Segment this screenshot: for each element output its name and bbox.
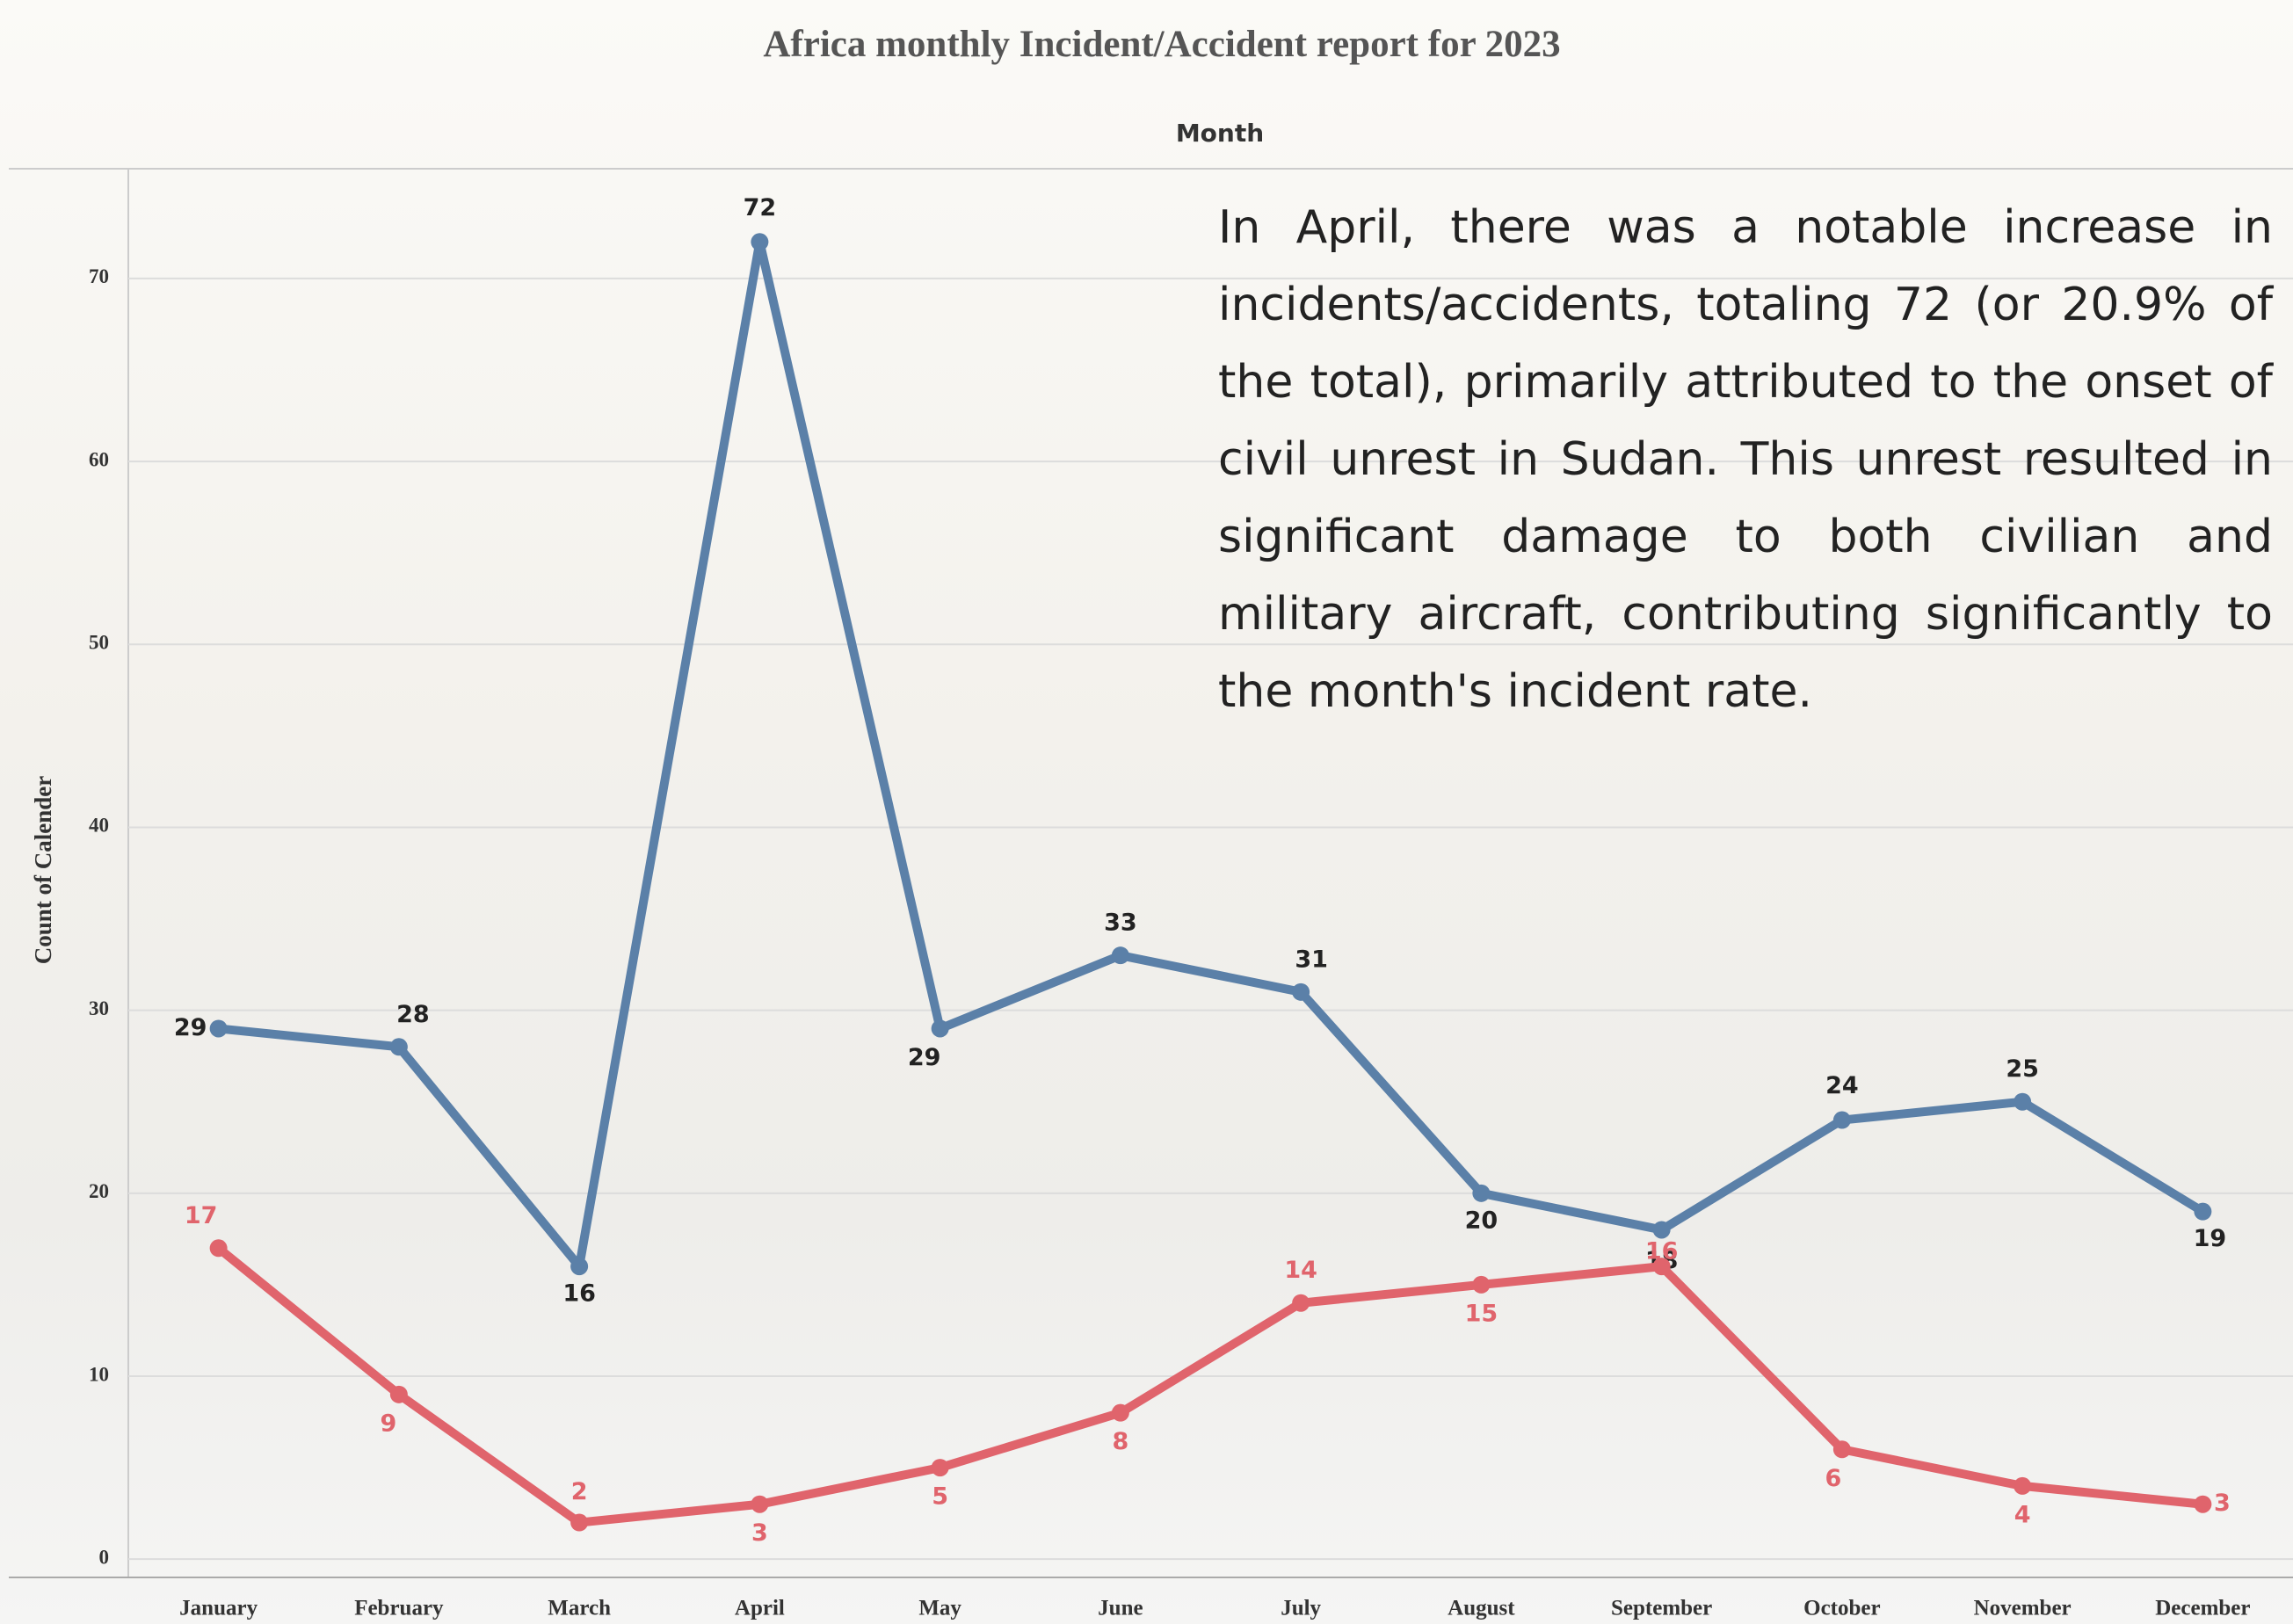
data-label: 4 <box>2014 1501 2031 1528</box>
data-point <box>209 1019 228 1038</box>
data-label: 8 <box>1112 1428 1128 1455</box>
data-label: 3 <box>751 1519 768 1547</box>
y-tick-label: 10 <box>89 1363 109 1385</box>
data-label: 19 <box>2194 1225 2227 1252</box>
y-tick-label: 70 <box>89 265 109 287</box>
y-tick-label: 40 <box>89 815 109 837</box>
series-line <box>218 237 2205 1272</box>
data-point <box>209 1239 228 1258</box>
data-label: 72 <box>744 194 777 221</box>
data-point <box>2194 1202 2212 1221</box>
x-tick-label: June <box>1098 1597 1143 1620</box>
data-point <box>751 1495 769 1513</box>
data-point <box>570 1513 589 1532</box>
y-axis-label: Count of Calender <box>30 776 56 965</box>
data-label: 15 <box>1465 1300 1498 1327</box>
x-tick-label: August <box>1448 1597 1515 1620</box>
x-axis-label: Month <box>1176 119 1264 148</box>
y-tick-label: 0 <box>99 1546 110 1568</box>
data-point <box>751 233 769 251</box>
data-point <box>931 1019 949 1038</box>
data-label: 16 <box>1645 1238 1679 1265</box>
data-label: 6 <box>1825 1465 1841 1492</box>
data-label: 28 <box>396 1001 430 1028</box>
y-tick-label: 30 <box>89 997 109 1019</box>
data-label: 20 <box>1465 1207 1498 1234</box>
data-point <box>1832 1111 1851 1129</box>
data-point <box>1292 982 1310 1001</box>
data-label: 2 <box>571 1478 588 1505</box>
y-tick-label: 60 <box>89 448 109 470</box>
x-tick-label: March <box>548 1597 611 1620</box>
x-tick-label: September <box>1611 1597 1712 1620</box>
data-point <box>389 1038 408 1056</box>
data-point <box>1472 1275 1491 1294</box>
x-tick-label: February <box>354 1597 444 1620</box>
data-point <box>1472 1184 1491 1202</box>
data-label: 3 <box>2214 1490 2231 1517</box>
data-point <box>2014 1476 2032 1495</box>
x-tick-label: April <box>735 1597 785 1620</box>
x-tick-label: October <box>1803 1597 1880 1620</box>
data-point <box>389 1385 408 1403</box>
chart-title: Africa monthly Incident/Accident report … <box>763 24 1560 65</box>
data-label: 16 <box>562 1280 596 1308</box>
x-tick-label: November <box>1974 1597 2072 1620</box>
data-label: 33 <box>1104 910 1137 937</box>
data-label: 25 <box>2006 1055 2039 1083</box>
data-label: 14 <box>1284 1257 1317 1284</box>
data-label: 24 <box>1825 1072 1859 1099</box>
data-label: 29 <box>174 1014 207 1041</box>
data-point <box>1832 1440 1851 1459</box>
data-point <box>931 1459 949 1477</box>
x-tick-label: December <box>2155 1597 2250 1620</box>
data-label: 29 <box>908 1044 941 1071</box>
data-point <box>1652 1221 1671 1239</box>
data-label: 17 <box>185 1202 218 1229</box>
data-point <box>2014 1092 2032 1111</box>
annotation: In April, there was a notable increase i… <box>1218 201 2273 718</box>
data-label: 31 <box>1295 946 1328 973</box>
series-line <box>215 1244 2203 1527</box>
y-tick-label: 20 <box>89 1180 109 1202</box>
data-point <box>570 1258 589 1276</box>
y-tick-label: 50 <box>89 632 109 654</box>
data-label: 5 <box>932 1483 948 1511</box>
data-point <box>1292 1294 1310 1312</box>
x-tick-label: July <box>1281 1597 1321 1620</box>
data-point <box>1652 1258 1671 1276</box>
data-point <box>1111 1403 1129 1422</box>
x-tick-label: January <box>179 1597 258 1620</box>
data-point <box>2194 1495 2212 1513</box>
data-point <box>1111 946 1129 965</box>
data-label: 9 <box>380 1410 396 1437</box>
x-tick-label: May <box>918 1597 961 1620</box>
